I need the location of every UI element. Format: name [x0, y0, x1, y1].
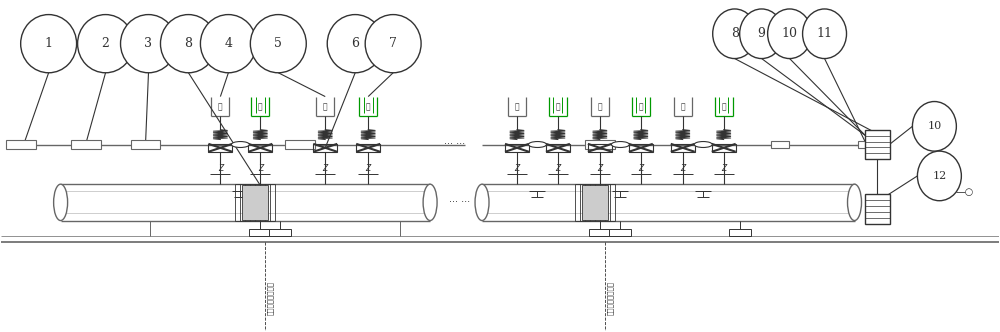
- Bar: [313, 144, 337, 152]
- Bar: [6, 139, 36, 149]
- Text: 单: 单: [680, 102, 685, 111]
- Ellipse shape: [423, 184, 437, 220]
- Ellipse shape: [365, 15, 421, 73]
- Text: 双: 双: [638, 102, 643, 111]
- Text: 10: 10: [927, 121, 942, 131]
- Text: Z: Z: [555, 164, 561, 173]
- Ellipse shape: [803, 9, 847, 58]
- Text: Z: Z: [680, 164, 685, 173]
- Bar: [588, 144, 612, 152]
- Bar: [712, 144, 736, 152]
- Text: Z: Z: [638, 164, 643, 173]
- Ellipse shape: [200, 15, 256, 73]
- Bar: [729, 229, 751, 236]
- Bar: [356, 144, 380, 152]
- Bar: [248, 144, 272, 152]
- Text: 炉墙炳化室中心线: 炉墙炳化室中心线: [607, 281, 613, 315]
- Bar: [71, 139, 101, 149]
- Ellipse shape: [713, 9, 757, 58]
- Text: 2: 2: [102, 37, 109, 50]
- Ellipse shape: [21, 15, 77, 73]
- Circle shape: [694, 141, 712, 147]
- Text: 8: 8: [731, 27, 739, 40]
- Ellipse shape: [475, 184, 489, 220]
- Bar: [771, 141, 789, 148]
- Bar: [589, 229, 611, 236]
- Text: Z: Z: [323, 164, 328, 173]
- Ellipse shape: [768, 9, 812, 58]
- Text: 12: 12: [932, 171, 947, 181]
- Text: 双: 双: [721, 102, 726, 111]
- Bar: [629, 144, 653, 152]
- Text: ... ...: ... ...: [444, 136, 466, 146]
- Text: 单: 单: [515, 102, 519, 111]
- Bar: [865, 130, 890, 159]
- Bar: [609, 229, 631, 236]
- Bar: [249, 229, 271, 236]
- Text: 双: 双: [258, 102, 263, 111]
- Text: Z: Z: [597, 164, 602, 173]
- Ellipse shape: [912, 102, 956, 151]
- Text: 4: 4: [224, 37, 232, 50]
- Text: 单: 单: [323, 102, 328, 111]
- Text: 11: 11: [817, 27, 833, 40]
- Bar: [865, 194, 890, 224]
- Bar: [242, 185, 268, 220]
- Ellipse shape: [121, 15, 176, 73]
- Text: 6: 6: [351, 37, 359, 50]
- Bar: [582, 185, 608, 220]
- Ellipse shape: [160, 15, 216, 73]
- Text: 炉墙炳化室中心线: 炉墙炳化室中心线: [267, 281, 274, 315]
- Text: 7: 7: [389, 37, 397, 50]
- Text: 5: 5: [274, 37, 282, 50]
- Bar: [546, 144, 570, 152]
- Text: Z: Z: [366, 164, 371, 173]
- Text: 双: 双: [556, 102, 560, 111]
- Bar: [585, 140, 615, 149]
- Circle shape: [231, 141, 249, 147]
- Text: 3: 3: [144, 37, 152, 50]
- Text: 单: 单: [218, 102, 223, 111]
- Bar: [671, 144, 695, 152]
- Ellipse shape: [78, 15, 134, 73]
- Text: Z: Z: [258, 164, 263, 173]
- Text: ... ...: ... ...: [449, 194, 471, 204]
- Text: 8: 8: [184, 37, 192, 50]
- Text: —○: —○: [955, 188, 973, 198]
- Text: Z: Z: [721, 164, 726, 173]
- Bar: [269, 229, 291, 236]
- Ellipse shape: [848, 184, 861, 220]
- Bar: [858, 141, 875, 148]
- Text: 双: 双: [366, 102, 370, 111]
- Text: 单: 单: [598, 102, 602, 111]
- Text: 10: 10: [782, 27, 798, 40]
- Text: Z: Z: [218, 164, 223, 173]
- Ellipse shape: [740, 9, 784, 58]
- Text: 1: 1: [45, 37, 53, 50]
- Ellipse shape: [54, 184, 68, 220]
- Text: 9: 9: [758, 27, 766, 40]
- Ellipse shape: [327, 15, 383, 73]
- Text: Z: Z: [514, 164, 520, 173]
- Bar: [505, 144, 529, 152]
- Bar: [285, 139, 315, 149]
- Ellipse shape: [250, 15, 306, 73]
- Circle shape: [611, 141, 629, 147]
- Bar: [208, 144, 232, 152]
- Ellipse shape: [917, 151, 961, 201]
- Bar: [131, 139, 160, 149]
- Circle shape: [528, 141, 546, 147]
